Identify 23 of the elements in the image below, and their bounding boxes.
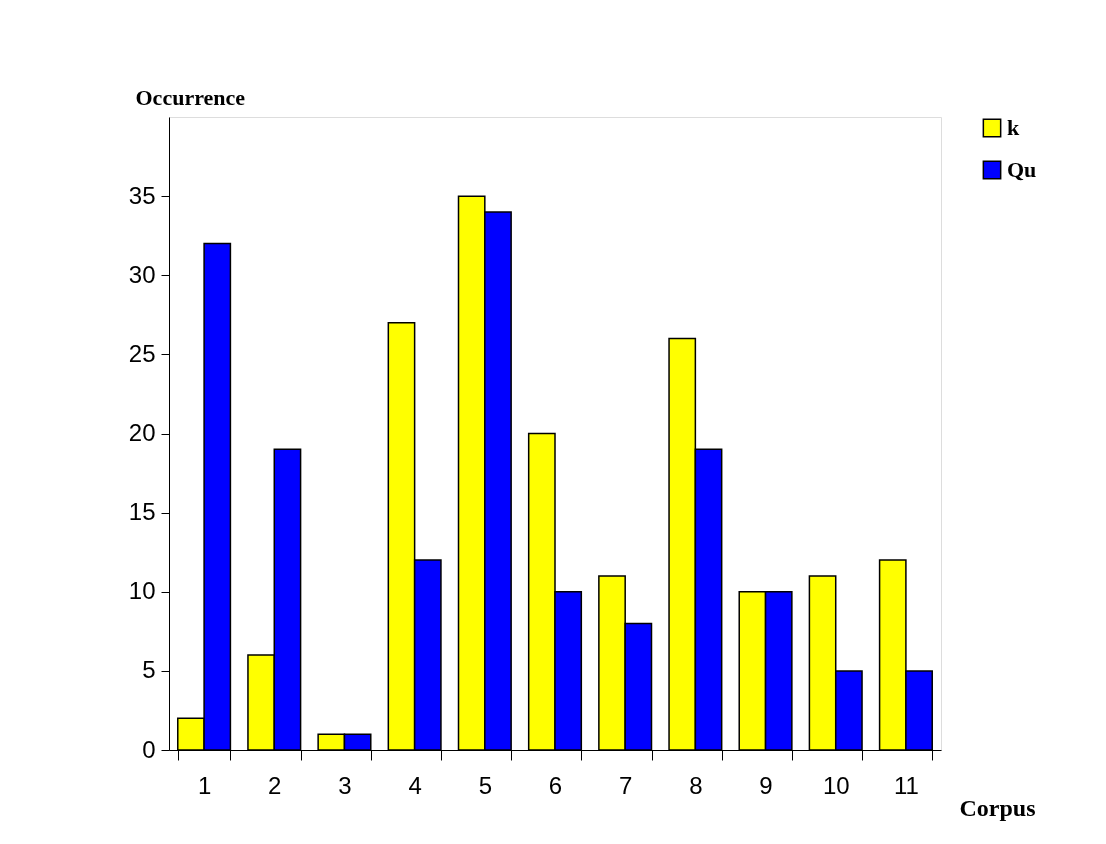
- x-axis-title: Corpus: [959, 794, 1036, 821]
- x-tick-label: 8: [689, 771, 703, 799]
- x-tick-label: 2: [268, 771, 282, 799]
- legend-label: k: [1007, 115, 1020, 140]
- x-tick-label: 9: [759, 771, 773, 799]
- y-tick-label: 20: [128, 419, 156, 446]
- x-tick-label: 4: [408, 771, 422, 799]
- x-tick-label: 7: [619, 771, 633, 799]
- legend-label: Qu: [1007, 157, 1037, 182]
- x-tick-label: 5: [478, 771, 492, 799]
- y-tick-label: 0: [142, 735, 156, 763]
- y-tick-label: 10: [128, 577, 156, 605]
- x-tick-label: 6: [548, 771, 563, 799]
- y-tick-label: 15: [128, 498, 156, 526]
- y-tick-label: 35: [128, 181, 156, 209]
- y-axis-title: Occurrence: [135, 84, 246, 110]
- x-tick-label: 10: [822, 771, 850, 799]
- y-tick-label: 25: [128, 339, 156, 367]
- x-tick-label: 1: [197, 771, 212, 799]
- x-tick-label: 3: [338, 771, 352, 799]
- x-tick-label: 11: [893, 771, 919, 799]
- y-tick-label: 30: [128, 260, 156, 288]
- y-tick-label: 5: [142, 656, 156, 684]
